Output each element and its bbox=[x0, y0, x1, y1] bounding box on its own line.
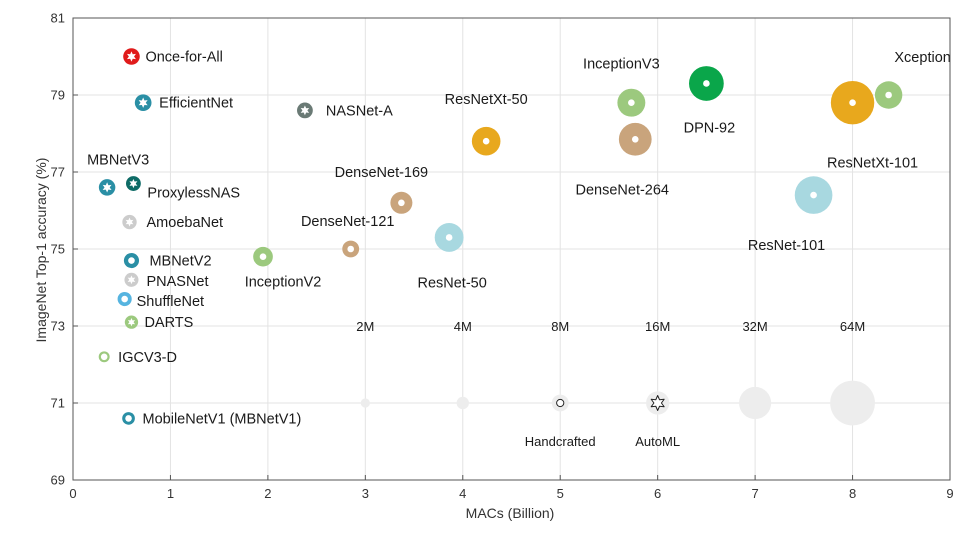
bubble-dot-icon bbox=[631, 135, 639, 143]
y-tick-label: 73 bbox=[51, 319, 65, 334]
bubble-dot-icon bbox=[125, 415, 132, 422]
bubble-dot-icon bbox=[128, 257, 135, 264]
bubble-dot-icon bbox=[398, 199, 405, 207]
bubble-dot-icon bbox=[100, 353, 108, 361]
bubble-dot-icon bbox=[849, 99, 856, 106]
bubble-dot-icon bbox=[121, 295, 128, 303]
bubble-dot-icon bbox=[259, 253, 267, 260]
bubble-dot-icon bbox=[482, 137, 490, 145]
bubble-star-icon bbox=[127, 275, 136, 285]
size-legend-label: 8M bbox=[551, 319, 569, 334]
x-tick-label: 8 bbox=[849, 486, 856, 501]
model-label-proxylessnas: ProxylessNAS bbox=[147, 186, 240, 202]
bubble-star-icon bbox=[129, 178, 138, 189]
size-legend-label: 32M bbox=[742, 319, 767, 334]
size-legend-bubble bbox=[456, 396, 469, 410]
model-label-resnetxt-50: ResNetXt-50 bbox=[445, 92, 528, 108]
y-tick-label: 75 bbox=[51, 242, 65, 257]
bubble-dot-icon bbox=[810, 191, 817, 199]
label-layer: Once-for-All EfficientNet NASNet-A MBNetV3 P… bbox=[87, 50, 951, 428]
model-label-amoebanet: AmoebaNet bbox=[147, 215, 224, 231]
handcrafted-marker-icon bbox=[556, 398, 565, 408]
x-tick-label: 6 bbox=[654, 486, 661, 501]
size-legend-label: 2M bbox=[356, 319, 374, 334]
model-label-once-for-all: Once-for-All bbox=[145, 50, 222, 66]
marker-legend-label: Handcrafted bbox=[525, 434, 596, 449]
x-tick-label: 5 bbox=[557, 486, 564, 501]
bubble-dot-icon bbox=[628, 99, 635, 106]
bubble-dot-icon bbox=[885, 91, 892, 99]
bubble-star-icon bbox=[102, 182, 112, 193]
y-tick-label: 69 bbox=[51, 473, 65, 488]
x-tick-label: 4 bbox=[459, 486, 466, 501]
x-tick-label: 3 bbox=[362, 486, 369, 501]
y-axis-title: ImageNet Top-1 accuracy (%) bbox=[33, 158, 49, 343]
y-tick-label: 81 bbox=[51, 11, 65, 26]
model-label-pnasnet: PNASNet bbox=[146, 274, 208, 290]
bubble-star-icon bbox=[127, 51, 136, 62]
x-tick-label: 9 bbox=[946, 486, 953, 501]
model-label-inceptionv2: InceptionV2 bbox=[245, 275, 322, 291]
x-tick-label: 1 bbox=[167, 486, 174, 501]
size-legend-bubble bbox=[360, 398, 370, 408]
model-label-resnetxt-101: ResNetXt-101 bbox=[827, 156, 918, 172]
x-axis-title: MACs (Billion) bbox=[466, 505, 555, 521]
model-label-resnet-50: ResNet-50 bbox=[417, 275, 486, 291]
marker-legend-label: AutoML bbox=[635, 434, 680, 449]
model-label-nasnet-a: NASNet-A bbox=[326, 103, 393, 119]
x-tick-label: 0 bbox=[69, 486, 76, 501]
bubble-star-icon bbox=[125, 217, 134, 227]
size-legend-bubble bbox=[830, 380, 875, 426]
bubble-dot-icon bbox=[703, 80, 710, 87]
bubble-star-icon bbox=[138, 97, 148, 108]
model-label-dpn-92: DPN-92 bbox=[684, 120, 736, 136]
size-legend-bubble bbox=[739, 386, 772, 420]
bubble-star-icon bbox=[127, 318, 136, 327]
bubble-dot-icon bbox=[347, 245, 355, 253]
bubble-layer bbox=[98, 48, 903, 425]
model-label-igcv3-d: IGCV3-D bbox=[118, 350, 177, 366]
bubble-dot-icon bbox=[445, 234, 453, 241]
model-label-mbnetv3: MBNetV3 bbox=[87, 152, 149, 168]
model-label-inceptionv3: InceptionV3 bbox=[583, 57, 660, 73]
automl-star-icon bbox=[650, 395, 665, 411]
size-legend-label: 4M bbox=[454, 319, 472, 334]
model-label-darts: DARTS bbox=[144, 315, 193, 331]
model-label-densenet-264: DenseNet-264 bbox=[576, 182, 670, 198]
axis-layer: MACs (Billion) ImageNet Top-1 accuracy (… bbox=[33, 11, 954, 522]
y-tick-label: 79 bbox=[51, 88, 65, 103]
model-label-resnet-101: ResNet-101 bbox=[748, 238, 825, 254]
model-label-shufflenet: ShuffleNet bbox=[137, 294, 204, 310]
y-tick-label: 77 bbox=[51, 165, 65, 180]
x-tick-label: 2 bbox=[264, 486, 271, 501]
x-tick-label: 7 bbox=[751, 486, 758, 501]
size-legend-label: 64M bbox=[840, 319, 865, 334]
model-label-densenet-121: DenseNet-121 bbox=[301, 214, 395, 230]
model-label-xception: Xception bbox=[894, 50, 950, 66]
model-label-mobilenetv1-mbnetv1: MobileNetV1 (MBNetV1) bbox=[143, 411, 302, 427]
bubble-star-icon bbox=[300, 105, 310, 116]
size-legend: 2M 4M 8M 16M 32M 64M Handcrafted AutoML bbox=[356, 319, 875, 449]
size-legend-label: 16M bbox=[645, 319, 670, 334]
model-label-densenet-169: DenseNet-169 bbox=[335, 165, 429, 181]
model-label-mbnetv2: MBNetV2 bbox=[149, 254, 211, 270]
y-tick-label: 71 bbox=[51, 396, 65, 411]
model-label-efficientnet: EfficientNet bbox=[159, 96, 233, 112]
